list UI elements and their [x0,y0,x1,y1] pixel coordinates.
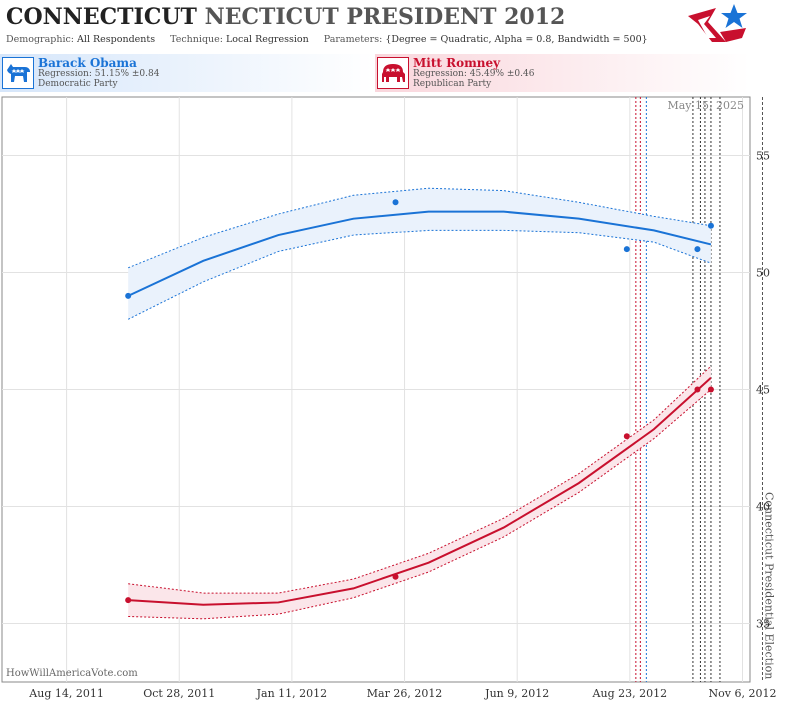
band-upper-line [127,187,712,269]
poll-point [392,573,399,580]
band-lower-line [127,229,712,320]
y-tick-label: 45 [756,384,770,397]
x-tick-label: Nov 6, 2012 [709,687,777,700]
poll-point [623,433,630,440]
series-romney [125,365,714,620]
title-state: CONNECTICUT [6,4,197,30]
x-tick-label: Aug 14, 2011 [28,687,104,700]
poll-point [125,292,132,299]
x-tick-label: Jun 9, 2012 [484,687,549,700]
demographic-label: Demographic: [6,34,75,45]
y-tick-label: 50 [756,267,770,280]
chart-parameters: Demographic: All Respondents Technique: … [6,34,648,45]
technique-label: Technique: [170,34,223,45]
series-obama [125,187,714,320]
poll-point [707,222,714,229]
poll-point [392,199,399,206]
poll-point [694,386,701,393]
candidate-party: Democratic Party [38,79,118,89]
donkey-icon [2,57,34,89]
watermark: HowWillAmericaVote.com [6,668,138,679]
candidate-regression: Regression: 45.49% ±0.46 [413,69,535,79]
y-tick-label: 40 [756,501,770,514]
candidate-name: Barack Obama [38,56,137,70]
y-tick-label: 55 [756,150,770,163]
trend-line [127,210,712,297]
election-annotation: Connecticut Presidential Election [762,492,775,679]
star-flag-logo [688,4,747,42]
candidate-name: Mitt Romney [413,56,501,70]
parameters-value: {Degree = Quadratic, Alpha = 0.8, Bandwi… [385,34,648,45]
poll-point [707,386,714,393]
title-race: NECTICUT PRESIDENT 2012 [204,4,566,30]
x-tick-label: Jan 11, 2012 [256,687,328,700]
x-tick-label: Mar 26, 2012 [367,687,443,700]
x-tick-label: Oct 28, 2011 [143,687,215,700]
page-title: CONNECTICUT NECTICUT PRESIDENT 2012 [6,4,565,30]
poll-point [623,246,630,253]
y-tick-label: 35 [756,618,770,631]
candidate-romney: Mitt Romney Regression: 45.49% ±0.46 Rep… [375,54,750,92]
confidence-band [128,366,711,619]
poll-point [694,246,701,253]
trend-line [128,377,712,606]
candidate-regression: Regression: 51.15% ±0.84 [38,69,160,79]
poll-point [125,597,132,604]
band-lower-line [128,389,712,620]
candidate-obama: Barack Obama Regression: 51.15% ±0.84 De… [0,54,375,92]
band-upper-line [128,365,712,594]
parameters-label: Parameters: [323,34,383,45]
date-label: May 15, 2025 [667,99,744,112]
elephant-icon [377,57,409,89]
confidence-band [128,188,711,320]
x-tick-label: Aug 23, 2012 [592,687,668,700]
technique-value: Local Regression [226,34,309,45]
demographic-value: All Respondents [77,34,156,45]
candidate-party: Republican Party [413,79,492,89]
